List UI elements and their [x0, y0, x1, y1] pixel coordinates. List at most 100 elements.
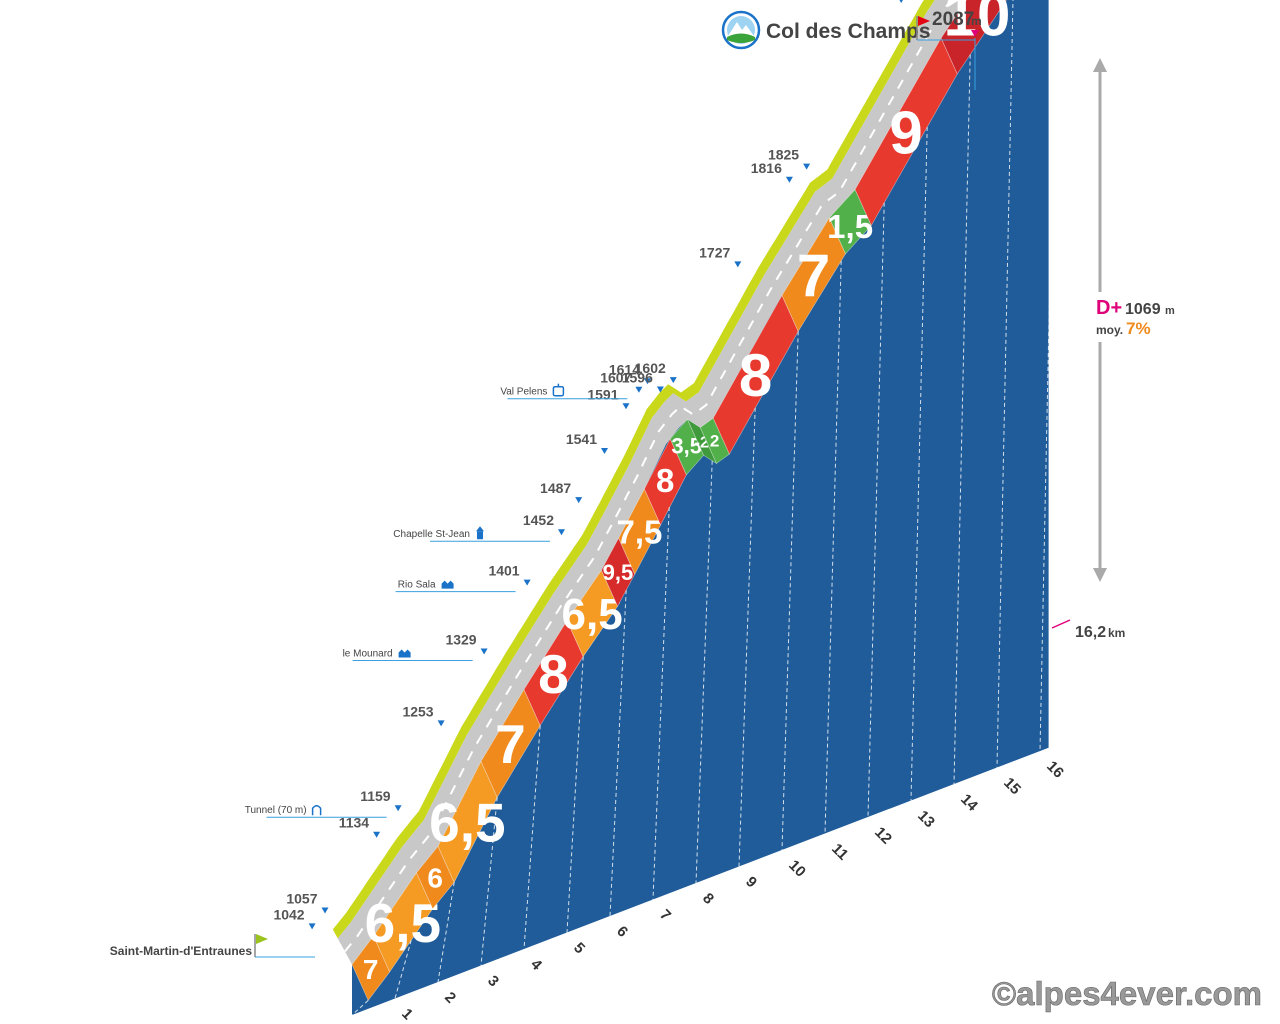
altitude-marker-icon: [575, 497, 583, 504]
elevation-gain-group: D+ 1069 m moy. 7%: [1088, 58, 1188, 582]
distance-unit: km: [1108, 626, 1125, 640]
poi-label: Rio Sala: [398, 580, 436, 591]
elevation-gain-value: 1069: [1125, 301, 1161, 318]
altitude-label: 1602: [635, 360, 666, 376]
climb-title: Col des Champs: [766, 20, 931, 43]
km-tick-label: 10: [785, 857, 809, 881]
summit-title-group: Col des Champs 2087 m: [721, 9, 982, 90]
profile-side-layer: [352, 0, 1049, 1015]
altitude-label: 1727: [699, 244, 730, 260]
poi-label: Tunnel (70 m): [245, 805, 307, 816]
altitude-label: 1614: [609, 361, 640, 377]
summit-marker-icon: [971, 30, 979, 37]
average-value: 7%: [1126, 319, 1151, 338]
km-divider: [351, 1000, 369, 1016]
gradient-label: 7: [495, 713, 526, 775]
road-surface: [337, 0, 967, 965]
km-tick-label: 14: [957, 791, 981, 815]
altitude-marker-icon: [734, 261, 742, 268]
km-tick-label: 5: [570, 939, 588, 957]
elevation-gain-unit: m: [1165, 305, 1175, 317]
summit-flag-icon: [916, 16, 930, 40]
km-tick-label: 12: [871, 824, 895, 848]
km-tick-label: 13: [914, 807, 938, 831]
km-tick-label: 16: [1043, 758, 1067, 782]
gradient-label: 2: [710, 432, 719, 451]
altitude-marker-icon: [394, 805, 402, 812]
arrow-down-icon: [1093, 568, 1107, 582]
village-icon: [398, 649, 411, 658]
km-divider: [394, 940, 412, 999]
altitude-marker-icon: [558, 529, 565, 536]
altitude-marker-icon: [523, 579, 531, 586]
km-divider: [523, 725, 541, 950]
km-divider: [867, 202, 885, 818]
start-flag-icon: [254, 934, 268, 957]
km-tick-label: 2: [441, 989, 459, 1007]
ski-lift-icon: [552, 383, 565, 397]
altitude-marker-icon: [437, 720, 445, 727]
km-divider: [695, 460, 713, 884]
km-tick-label: 7: [656, 906, 674, 924]
altitude-label: 1825: [768, 147, 799, 163]
village-icon: [441, 580, 454, 589]
altitude-label: 1596: [622, 369, 653, 385]
altitude-marker-icon: [785, 176, 793, 183]
km-tick-label: 1: [398, 1005, 416, 1023]
altitude-label: 1134: [339, 815, 370, 831]
altitude-label: 1057: [286, 891, 317, 907]
altitude-marker-icon: [635, 386, 643, 393]
km-divider: [437, 882, 455, 983]
km-tick-label: 4: [527, 956, 545, 974]
altitude-marker-icon: [308, 923, 316, 930]
road-layer: [332, 0, 967, 965]
altitude-marker-icon: [601, 447, 608, 454]
km-tick-label: 8: [699, 890, 717, 908]
altitude-label: 1487: [540, 480, 571, 496]
altitude-label: 1607: [600, 370, 631, 386]
km-divider: [609, 590, 627, 917]
altitude-marker-icon: [622, 403, 630, 410]
altitude-marker-icon: [480, 648, 488, 655]
gradient-label: 6,5: [562, 590, 623, 639]
summit-unit: m: [971, 14, 982, 28]
km-tick-label: 3: [484, 972, 502, 990]
chapel-icon: [476, 526, 484, 540]
average-label: moy.: [1096, 323, 1123, 337]
altitude-label: 1816: [751, 160, 782, 176]
km-dividers-layer: [351, 0, 1057, 1016]
km-divider: [781, 331, 799, 851]
altitude-marker-icon: [373, 831, 381, 838]
altitude-marker-icon: [803, 163, 811, 170]
distance-group: 16,2 km: [1051, 619, 1125, 641]
km-divider: [652, 507, 670, 900]
altitude-label: 1591: [587, 386, 618, 402]
gradient-label: 6,5: [429, 792, 505, 854]
elevation-gain-label: D+: [1096, 297, 1122, 319]
points-of-interest-layer: Tunnel (70 m) le Mounard Rio Sala Chapelle …: [245, 383, 628, 818]
km-divider: [910, 127, 928, 801]
gradient-label: 10: [944, 0, 1011, 49]
gradient-label: 8: [538, 643, 569, 705]
altitude-label: 1159: [360, 788, 391, 804]
km-tick-label: 15: [1000, 774, 1024, 798]
gradient-label: 8: [656, 462, 674, 499]
altitude-marker-icon: [669, 377, 677, 384]
altitude-label: 1541: [566, 431, 597, 447]
summit-altitude: 2087: [932, 9, 974, 30]
gradient-label: 7: [363, 954, 379, 985]
altitude-label: 1329: [445, 631, 476, 647]
tunnel-icon: [311, 805, 322, 816]
profile-side-face: [352, 0, 1049, 1015]
gradient-label: 7: [797, 242, 830, 309]
altitude-marker-icon: [656, 386, 664, 393]
altitude-marker-icon: [644, 378, 651, 385]
altitude-label: 1401: [488, 563, 519, 579]
arrow-up-icon: [1093, 58, 1107, 72]
gradient-label: 8: [739, 342, 772, 409]
altitude-label: 1253: [402, 703, 433, 719]
km-divider: [480, 797, 498, 966]
gradient-label: 6,5: [365, 892, 441, 954]
